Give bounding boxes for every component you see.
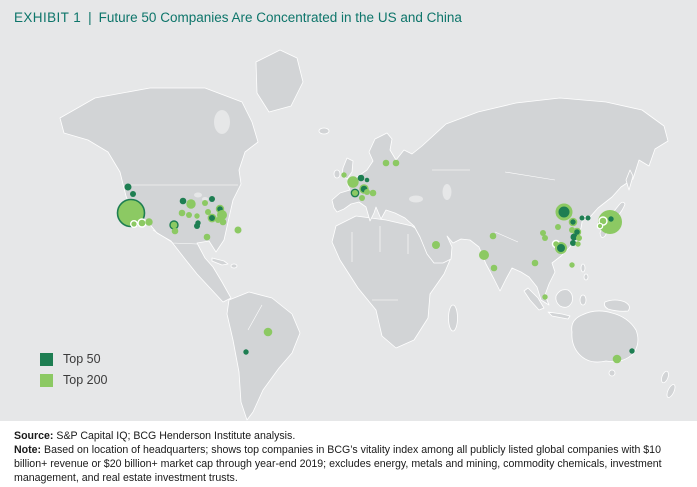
map-dot-top200: [542, 235, 548, 241]
map-dot-top200: [382, 159, 390, 167]
top50-swatch-icon: [40, 352, 53, 366]
map-dot-top200: [178, 209, 186, 217]
exhibit-header: EXHIBIT 1 | Future 50 Companies Are Conc…: [0, 0, 697, 34]
map-dot-top200: [542, 294, 548, 300]
map-dot-top50: [357, 174, 365, 182]
map-dot-top200: [194, 213, 200, 219]
legend-label-top200: Top 200: [63, 373, 108, 387]
map-dot-top200: [576, 235, 582, 241]
map-dot-top50: [585, 215, 591, 221]
map-dot-top200: [186, 212, 192, 218]
source-line: Source: S&P Capital IQ; BCG Henderson In…: [14, 429, 681, 443]
map-dot-top200: [490, 264, 498, 272]
title-separator: |: [88, 9, 92, 25]
map-dot-top200: [479, 250, 489, 260]
map-dot-top50: [570, 233, 578, 241]
map-dot-top200: [540, 230, 546, 236]
map-dot-top50: [608, 216, 614, 222]
source-label: Source:: [14, 430, 54, 442]
map-dot-top200: [145, 218, 153, 226]
map-dot-top50: [194, 223, 200, 229]
page-title: Future 50 Companies Are Concentrated in …: [98, 9, 462, 25]
map-dot-top50: [364, 177, 370, 183]
map-dot-top50: [579, 215, 585, 221]
map-dots: [116, 159, 635, 364]
footer: Source: S&P Capital IQ; BCG Henderson In…: [0, 421, 697, 487]
map-dot-top200: [219, 218, 227, 226]
map-dot-top50: [555, 242, 567, 254]
map-dot-top200: [169, 220, 179, 230]
note-text: Based on location of headquarters; shows…: [14, 444, 662, 485]
map-dot-top50: [570, 240, 576, 246]
map-dot-top200: [203, 233, 211, 241]
map-dot-top50: [130, 191, 136, 197]
map-dot-top200: [347, 176, 359, 188]
map-dot-top200: [359, 195, 365, 201]
map-dot-top200: [531, 259, 539, 267]
map-dot-top200: [489, 232, 497, 240]
map-dot-top200: [186, 199, 196, 209]
map-dot-top50: [209, 196, 215, 202]
map-dot-top200: [234, 226, 242, 234]
map-dot-top200: [364, 189, 370, 195]
map-dot-top50: [124, 183, 132, 191]
legend: Top 50 Top 200: [40, 352, 107, 394]
map-land: [59, 49, 676, 421]
map-dot-top200: [341, 172, 347, 178]
map-dot-top200: [129, 219, 138, 228]
map-dot-top50: [568, 217, 578, 227]
map-dot-top200: [215, 217, 221, 223]
map-dot-top200: [575, 241, 581, 247]
map-dot-top200: [205, 209, 211, 215]
map-dot-top200: [171, 227, 179, 235]
map-dot-top200: [263, 327, 273, 337]
map-dot-top50: [207, 213, 217, 223]
legend-item-top50: Top 50: [40, 352, 107, 366]
note-label: Note:: [14, 444, 42, 457]
map-dot-top200: [137, 218, 147, 228]
map-dot-top200: [432, 241, 440, 249]
map-dot-top200: [392, 159, 400, 167]
map-dot-top200: [598, 210, 622, 234]
map-dot-top50: [179, 197, 187, 205]
note-line: Note: Based on location of headquarters;…: [14, 443, 681, 485]
map-dot-top50: [555, 203, 573, 221]
map-dot-top200: [369, 189, 377, 197]
exhibit-label: EXHIBIT 1: [14, 9, 82, 25]
map-dot-top200: [202, 200, 208, 206]
map-dot-top200: [555, 224, 561, 230]
source-text: S&P Capital IQ; BCG Henderson Institute …: [53, 430, 296, 442]
legend-item-top200: Top 200: [40, 373, 107, 387]
map-dot-top50: [629, 348, 635, 354]
map-dot-top50: [243, 349, 249, 355]
map-dot-top200: [569, 262, 575, 268]
map-dot-top200: [612, 354, 622, 364]
top200-swatch-icon: [40, 373, 53, 387]
map-dot-top200: [350, 188, 360, 198]
map-dot-top200: [596, 222, 604, 230]
legend-label-top50: Top 50: [63, 352, 101, 366]
